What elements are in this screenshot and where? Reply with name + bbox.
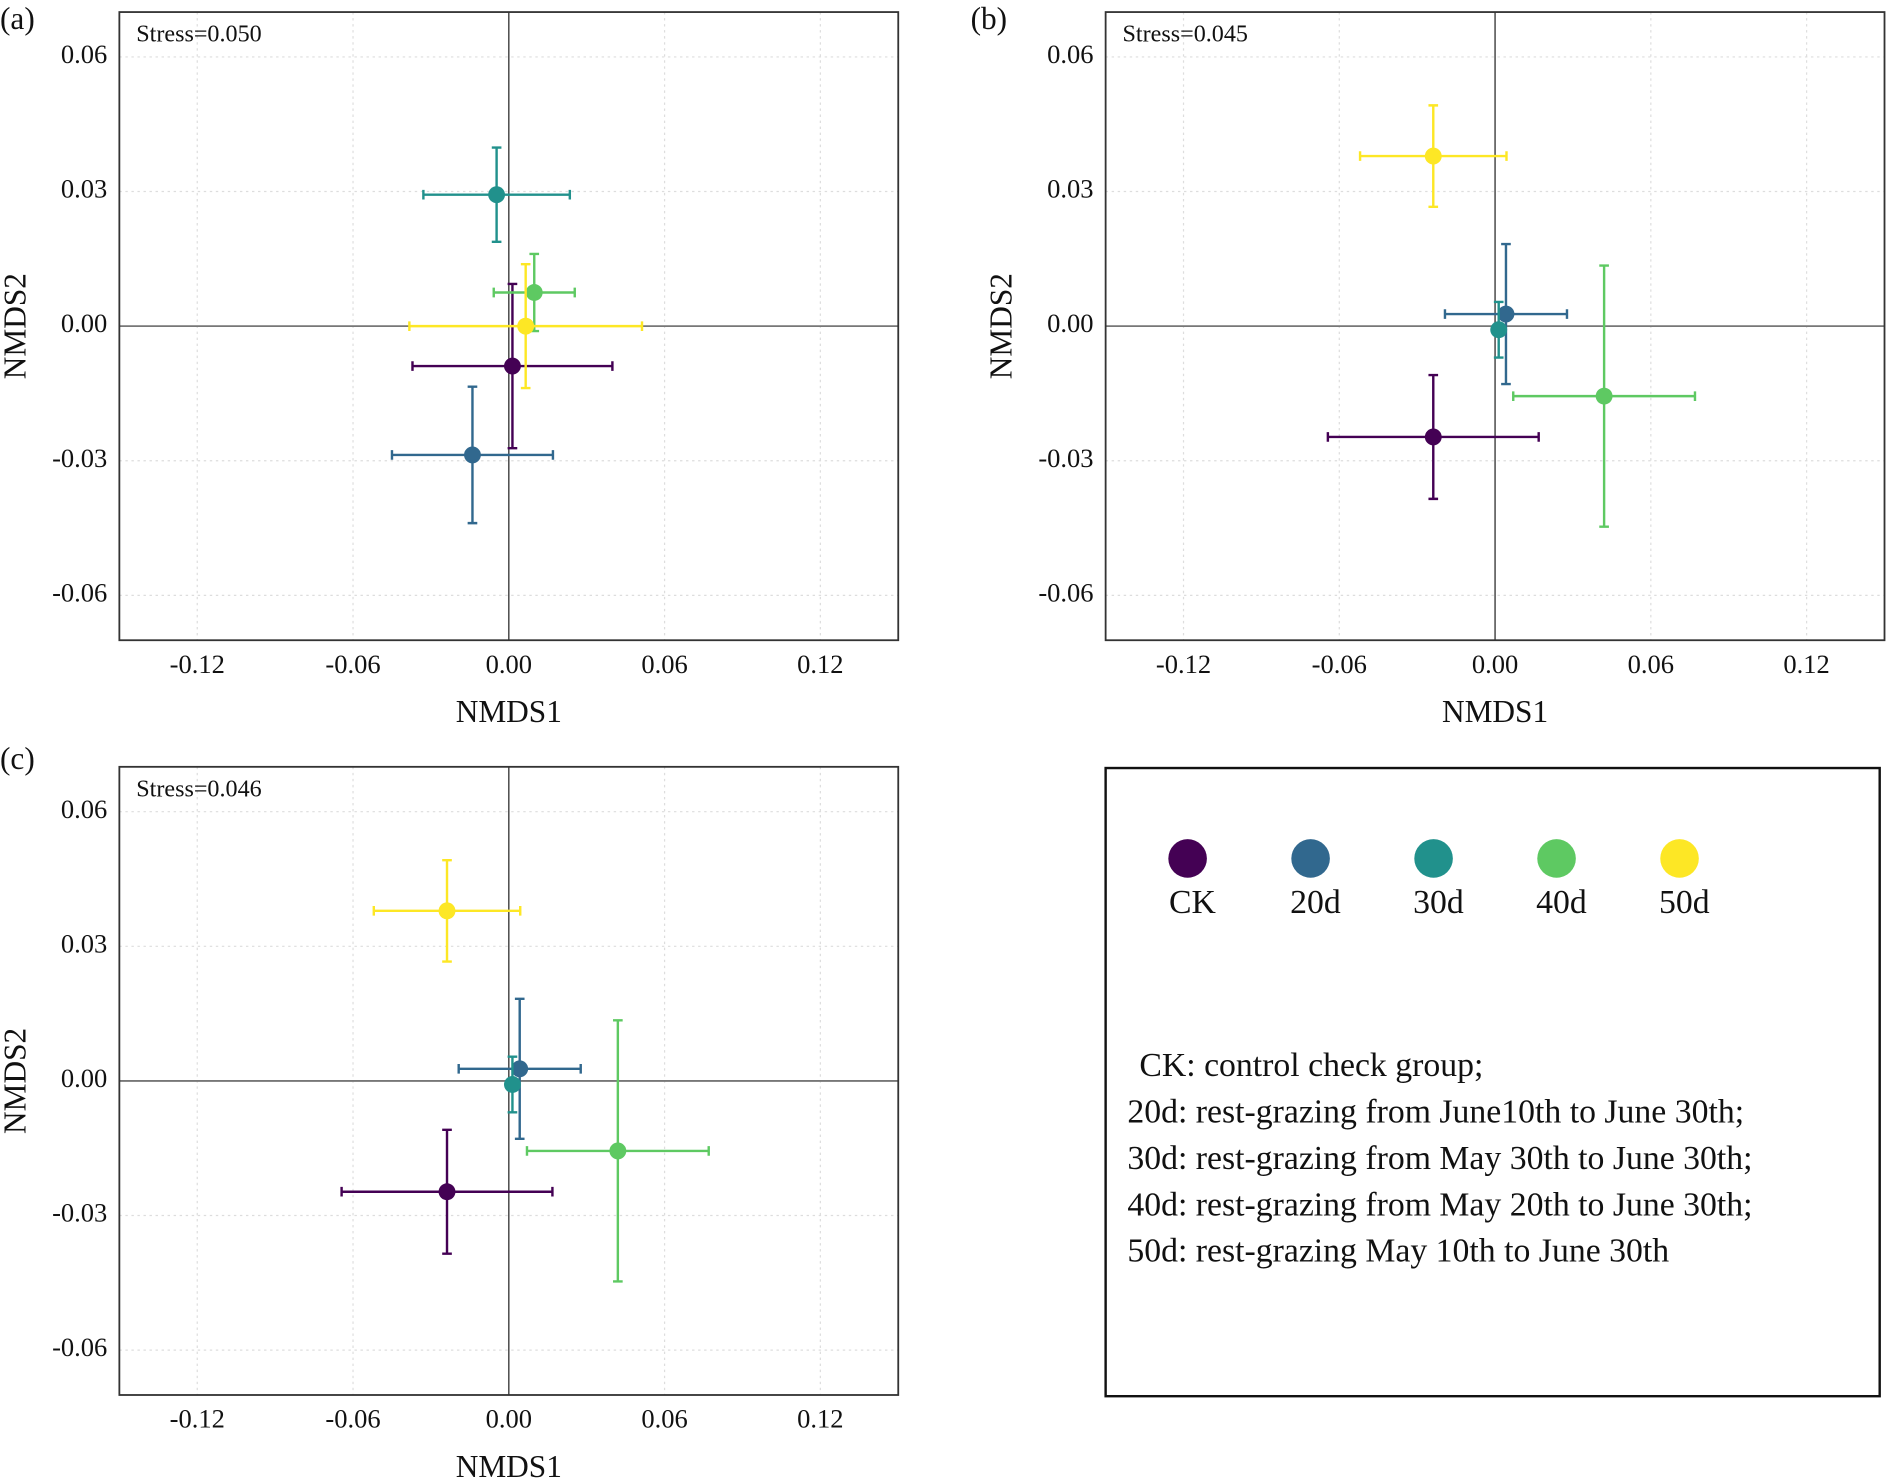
y-tick-label: 0.00 (61, 1063, 107, 1093)
annotation: Stress=0.045 (1123, 22, 1248, 48)
y-tick-label: 0.03 (61, 174, 107, 204)
annotation: Stress=0.050 (136, 22, 261, 48)
point (1424, 147, 1442, 165)
panel-label: (c) (0, 741, 35, 776)
y-tick-label: -0.06 (52, 577, 107, 607)
legend-marker (1537, 839, 1576, 878)
y-tick-label: -0.06 (1038, 577, 1093, 607)
panel: -0.12 -0.06 0.00 0.06 0.12 -0.06 -0.03 0.00 0.03… (0, 741, 900, 1483)
legend-note: 30d: rest-grazing from May 30th to June … (1127, 1140, 1752, 1177)
legend-label: 20d (1290, 884, 1341, 921)
y-tick-label: -0.06 (52, 1332, 107, 1362)
point (504, 1076, 521, 1093)
legend-label: 40d (1536, 884, 1587, 921)
legend-label: 30d (1413, 884, 1464, 921)
legend-label: CK (1169, 884, 1217, 921)
point (517, 317, 535, 335)
point (464, 446, 481, 464)
panel: -0.12 -0.06 0.00 0.06 0.12 -0.06 -0.03 0.00 0.03… (0, 1, 900, 729)
point (488, 186, 506, 204)
x-axis-label: NMDS1 (456, 1449, 562, 1483)
legend-note: 50d: rest-grazing May 10th to June 30th (1127, 1233, 1669, 1270)
panel: -0.12 -0.06 0.00 0.06 0.12 -0.06 -0.03 0.00 0.03… (971, 1, 1886, 729)
x-tick-label: 0.06 (1628, 649, 1674, 679)
legend-marker (1291, 839, 1330, 878)
point (511, 1060, 529, 1078)
x-tick-label: 0.00 (1472, 649, 1518, 679)
point (1424, 428, 1442, 446)
x-tick-label: 0.12 (1783, 649, 1829, 679)
annotation: Stress=0.046 (136, 776, 261, 802)
x-tick-label: 0.12 (797, 649, 843, 679)
y-tick-label: 0.06 (61, 39, 107, 69)
point (438, 902, 456, 920)
legend-note: CK: control check group; (1139, 1047, 1483, 1084)
x-axis-label: NMDS1 (456, 694, 562, 729)
x-tick-label: -0.12 (170, 649, 225, 679)
y-tick-label: 0.03 (1047, 174, 1093, 204)
y-tick-label: -0.03 (1038, 443, 1093, 473)
point (525, 284, 543, 301)
legend-note: 20d: rest-grazing from June10th to June … (1127, 1093, 1744, 1130)
legend-note: 40d: rest-grazing from May 20th to June … (1127, 1186, 1752, 1223)
panel-label: (a) (0, 1, 35, 36)
y-tick-label: -0.03 (52, 1198, 107, 1228)
x-tick-label: 0.06 (641, 649, 687, 679)
legend-label: 50d (1659, 884, 1710, 921)
x-axis-label: NMDS1 (1442, 694, 1548, 729)
y-tick-label: 0.06 (1047, 39, 1093, 69)
point (609, 1142, 627, 1160)
y-axis-label: NMDS2 (0, 273, 32, 379)
point (504, 357, 521, 375)
point (1497, 305, 1515, 323)
x-tick-label: 0.12 (797, 1404, 843, 1434)
legend-marker (1168, 839, 1207, 878)
y-axis-label: NMDS2 (0, 1028, 32, 1134)
legend: CK 20d 30d 40d 50d CK: control check group; 20… (1104, 766, 1881, 1398)
plot-frame (118, 11, 900, 642)
plot-frame (118, 765, 900, 1396)
plot-frame (1104, 11, 1886, 642)
x-tick-label: -0.06 (325, 1404, 380, 1434)
legend-marker (1414, 839, 1453, 878)
point (1490, 321, 1508, 339)
legend-frame (1104, 766, 1881, 1398)
y-axis-label: NMDS2 (984, 273, 1019, 379)
y-tick-label: 0.03 (61, 928, 107, 958)
x-tick-label: -0.06 (1312, 649, 1367, 679)
legend-marker (1660, 839, 1699, 878)
x-tick-label: -0.12 (170, 1404, 225, 1434)
point (1595, 387, 1613, 405)
x-tick-label: -0.12 (1156, 649, 1211, 679)
y-tick-label: 0.00 (1047, 308, 1093, 338)
x-tick-label: 0.00 (486, 649, 532, 679)
point (438, 1183, 456, 1201)
y-tick-label: 0.00 (61, 308, 107, 338)
x-tick-label: -0.06 (325, 649, 380, 679)
y-tick-label: -0.03 (52, 443, 107, 473)
panel-label: (b) (971, 1, 1008, 36)
x-tick-label: 0.00 (486, 1404, 532, 1434)
y-tick-label: 0.06 (61, 794, 107, 824)
x-tick-label: 0.06 (641, 1404, 687, 1434)
